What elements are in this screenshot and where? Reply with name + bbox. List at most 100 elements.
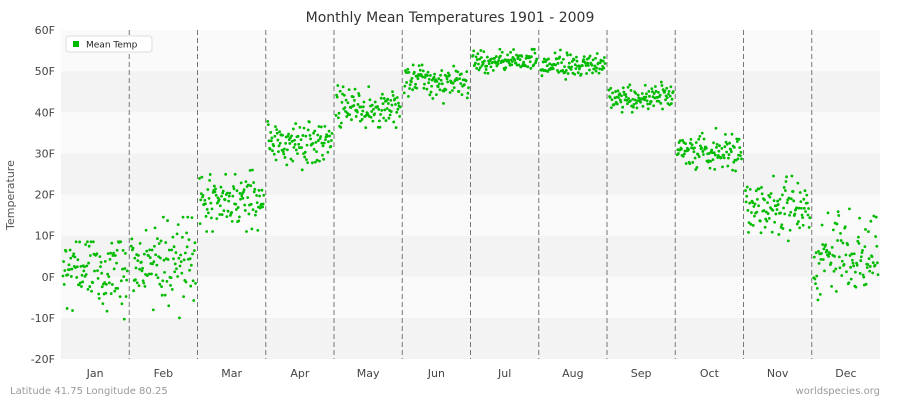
data-point — [858, 271, 862, 275]
data-point — [112, 267, 116, 271]
data-point — [808, 216, 812, 220]
data-point — [412, 70, 416, 74]
data-point — [474, 61, 477, 65]
data-point — [62, 260, 65, 263]
data-point — [875, 244, 879, 248]
data-point — [316, 133, 320, 137]
data-point — [778, 197, 782, 201]
data-point — [491, 69, 495, 72]
data-point — [640, 92, 644, 95]
data-point — [833, 254, 836, 258]
data-point — [214, 187, 217, 191]
data-point — [633, 98, 637, 102]
data-point — [477, 68, 481, 72]
data-point — [80, 285, 83, 288]
data-point — [866, 263, 870, 266]
data-point — [379, 96, 383, 100]
data-point — [820, 252, 823, 255]
data-point — [284, 142, 287, 145]
data-point — [269, 130, 273, 134]
data-point — [218, 213, 222, 216]
data-point — [788, 228, 792, 232]
data-point — [790, 174, 794, 178]
data-point — [429, 90, 433, 94]
data-point — [643, 83, 647, 87]
data-point — [804, 210, 807, 213]
data-point — [421, 75, 425, 79]
y-tick-label: 40F — [35, 106, 55, 119]
data-point — [780, 193, 784, 197]
data-point — [98, 255, 102, 258]
data-point — [200, 175, 204, 179]
data-point — [533, 51, 537, 55]
data-point — [249, 202, 253, 206]
data-point — [150, 272, 153, 276]
data-point — [710, 148, 714, 152]
data-point — [124, 252, 127, 255]
data-point — [226, 191, 229, 195]
data-point — [585, 72, 588, 75]
data-point — [458, 77, 461, 81]
data-point — [354, 115, 358, 118]
data-point — [569, 68, 573, 71]
data-point — [119, 279, 123, 283]
data-point — [336, 116, 340, 120]
data-point — [737, 137, 741, 141]
data-point — [423, 76, 427, 79]
data-point — [712, 151, 716, 155]
data-point — [851, 258, 854, 262]
data-point — [769, 192, 773, 195]
data-point — [93, 269, 96, 273]
data-point — [475, 58, 479, 61]
data-point — [800, 213, 804, 217]
data-point — [645, 92, 648, 96]
x-tick-label: Mar — [221, 367, 242, 380]
data-point — [697, 155, 701, 159]
data-point — [789, 197, 793, 201]
data-point — [129, 244, 133, 248]
x-tick-label: May — [357, 367, 380, 380]
data-point — [661, 107, 664, 111]
data-point — [113, 289, 117, 293]
data-point — [199, 192, 203, 196]
x-tick-label: Apr — [290, 367, 310, 380]
data-point — [223, 198, 227, 202]
data-point — [657, 99, 661, 103]
data-point — [121, 267, 124, 271]
data-point — [173, 270, 177, 274]
data-point — [725, 142, 729, 146]
data-point — [89, 240, 93, 244]
data-point — [863, 245, 867, 249]
data-point — [293, 143, 297, 146]
data-point — [75, 265, 79, 269]
data-point — [515, 53, 518, 57]
data-point — [645, 99, 649, 103]
data-point — [700, 131, 704, 135]
data-point — [658, 93, 662, 97]
data-point — [785, 175, 788, 179]
data-point — [291, 159, 295, 163]
data-point — [356, 110, 359, 114]
data-point — [573, 63, 577, 67]
data-point — [350, 118, 353, 122]
data-point — [782, 186, 786, 189]
data-point — [815, 274, 819, 278]
data-point — [275, 131, 279, 135]
data-point — [777, 233, 781, 236]
data-point — [312, 131, 315, 135]
data-point — [166, 258, 170, 261]
data-point — [821, 258, 825, 261]
data-point — [570, 59, 574, 63]
data-point — [663, 89, 667, 93]
data-point — [408, 83, 412, 87]
x-tick-label: Jul — [497, 367, 511, 380]
data-point — [766, 212, 770, 215]
data-point — [270, 136, 274, 140]
data-point — [429, 74, 432, 77]
data-point — [162, 258, 166, 262]
data-point — [867, 257, 871, 260]
data-point — [660, 84, 664, 87]
data-point — [190, 216, 194, 220]
data-point — [69, 275, 73, 278]
data-point — [667, 92, 670, 96]
